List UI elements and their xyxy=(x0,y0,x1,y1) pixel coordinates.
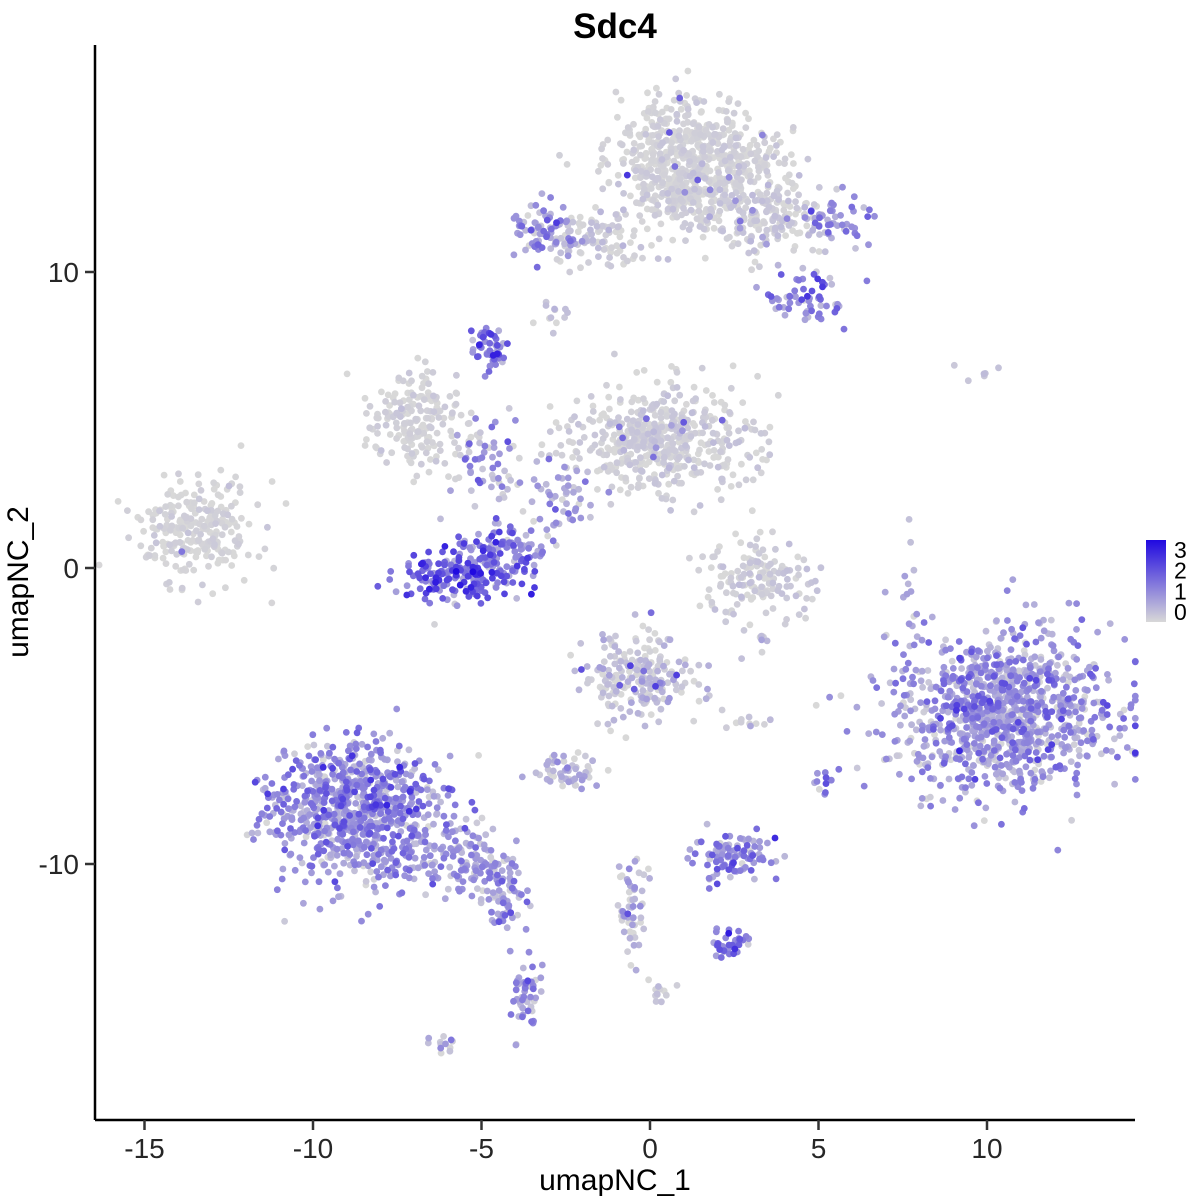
legend-tick-label: 3 xyxy=(1174,537,1187,563)
y-axis-label: umapNC_2 xyxy=(2,506,35,658)
x-tick-label: 0 xyxy=(642,1133,658,1164)
legend-gradient-bar xyxy=(1146,540,1166,622)
y-tick-label: 0 xyxy=(63,553,79,584)
axes: -15 -10 -5 0 5 10 -10 0 10 xyxy=(39,45,1135,1164)
x-tick-label: 10 xyxy=(971,1133,1002,1164)
x-tick-label: 5 xyxy=(811,1133,827,1164)
x-axis-label: umapNC_1 xyxy=(539,1164,691,1197)
scatter-points xyxy=(95,67,1139,1057)
x-tick-label: -5 xyxy=(469,1133,494,1164)
plot-title: Sdc4 xyxy=(573,7,657,46)
legend-tick-label: 1 xyxy=(1174,578,1187,604)
legend-tick-label: 0 xyxy=(1174,599,1187,625)
y-tick-label: 10 xyxy=(48,257,79,288)
legend-tick-label: 2 xyxy=(1174,558,1187,584)
x-tick-label: -15 xyxy=(124,1133,164,1164)
x-tick-label: -10 xyxy=(293,1133,333,1164)
y-tick-label: -10 xyxy=(39,849,79,880)
